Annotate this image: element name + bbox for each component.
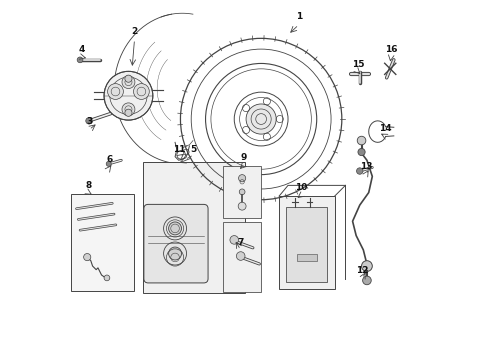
Text: 3: 3 — [86, 117, 92, 126]
Bar — [297, 253, 317, 261]
Bar — [286, 207, 327, 282]
Circle shape — [236, 252, 245, 260]
Text: 2: 2 — [131, 27, 138, 36]
Bar — [223, 222, 261, 292]
Polygon shape — [279, 196, 335, 289]
Circle shape — [169, 222, 181, 235]
Text: 7: 7 — [238, 238, 244, 247]
Text: 11: 11 — [173, 145, 186, 154]
Bar — [71, 194, 134, 291]
Text: 8: 8 — [86, 180, 92, 189]
Text: 16: 16 — [385, 45, 397, 54]
Circle shape — [77, 57, 83, 63]
Circle shape — [125, 75, 132, 82]
Circle shape — [122, 76, 135, 89]
Circle shape — [363, 276, 371, 285]
Circle shape — [358, 148, 365, 156]
Text: 14: 14 — [379, 124, 392, 133]
Circle shape — [239, 175, 245, 182]
Text: 12: 12 — [356, 266, 368, 275]
Circle shape — [104, 71, 153, 120]
Text: 10: 10 — [295, 183, 308, 192]
Circle shape — [230, 235, 239, 244]
Circle shape — [169, 247, 181, 260]
Text: 9: 9 — [241, 153, 247, 162]
Circle shape — [133, 84, 149, 99]
Text: 13: 13 — [360, 162, 372, 171]
Circle shape — [104, 275, 110, 281]
Circle shape — [125, 109, 132, 116]
FancyBboxPatch shape — [144, 204, 208, 283]
Circle shape — [246, 104, 276, 134]
Circle shape — [238, 202, 246, 210]
Bar — [143, 162, 245, 293]
Circle shape — [357, 168, 363, 174]
Circle shape — [84, 253, 91, 261]
Circle shape — [108, 84, 123, 99]
Text: 6: 6 — [106, 156, 113, 165]
Circle shape — [239, 189, 245, 195]
Text: 1: 1 — [295, 12, 302, 21]
Text: 5: 5 — [190, 145, 196, 154]
Circle shape — [106, 161, 111, 166]
Circle shape — [122, 103, 135, 116]
Circle shape — [86, 118, 92, 124]
Text: 15: 15 — [352, 60, 365, 69]
Text: 4: 4 — [78, 45, 85, 54]
Circle shape — [357, 136, 366, 145]
Circle shape — [362, 261, 372, 271]
Bar — [223, 166, 261, 218]
